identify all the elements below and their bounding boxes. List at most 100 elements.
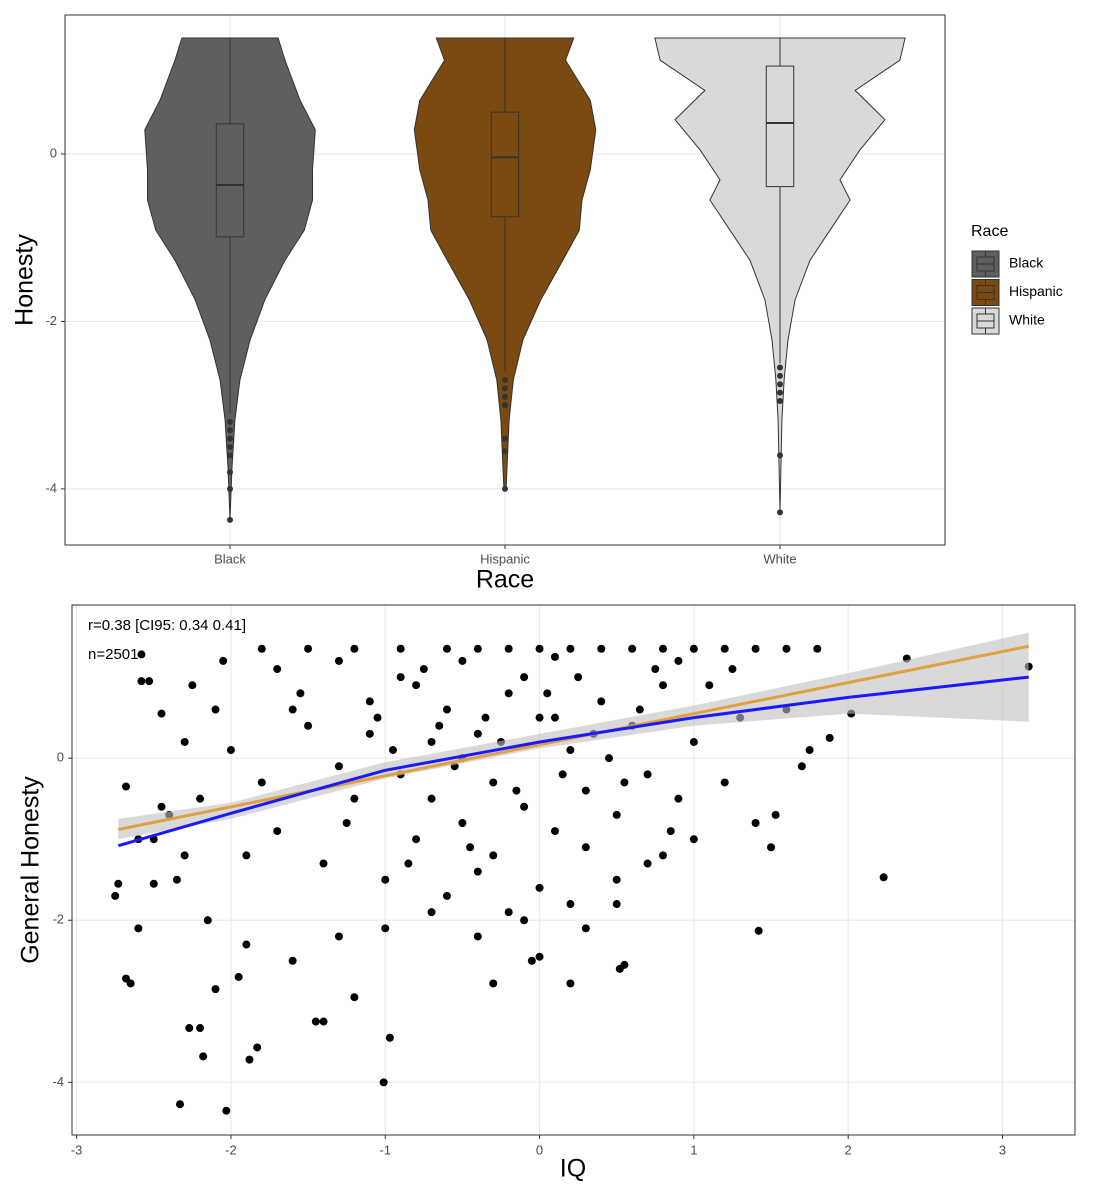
point bbox=[442, 644, 451, 653]
point bbox=[489, 979, 498, 988]
point bbox=[473, 932, 482, 941]
point bbox=[311, 1017, 320, 1026]
point bbox=[473, 729, 482, 738]
outlier bbox=[227, 469, 233, 476]
point bbox=[412, 835, 421, 844]
point bbox=[222, 1106, 231, 1115]
point bbox=[543, 689, 552, 698]
point bbox=[581, 843, 590, 852]
legend-item: White bbox=[971, 307, 1045, 335]
point bbox=[365, 697, 374, 706]
point bbox=[674, 656, 683, 665]
point bbox=[535, 883, 544, 892]
point bbox=[196, 794, 205, 803]
point bbox=[296, 689, 305, 698]
outlier bbox=[777, 397, 783, 404]
point bbox=[122, 974, 131, 983]
point bbox=[628, 644, 637, 653]
point bbox=[145, 677, 154, 686]
point bbox=[643, 770, 652, 779]
point bbox=[520, 916, 529, 925]
point bbox=[381, 924, 390, 933]
point bbox=[566, 746, 575, 755]
outlier bbox=[502, 385, 508, 392]
point bbox=[466, 843, 475, 852]
point bbox=[388, 746, 397, 755]
x-tick-label: -1 bbox=[379, 1142, 391, 1157]
point bbox=[379, 1078, 388, 1087]
point bbox=[188, 681, 197, 690]
legend-title: Race bbox=[971, 223, 1008, 240]
point bbox=[137, 677, 146, 686]
outlier bbox=[502, 377, 508, 384]
point bbox=[574, 673, 583, 682]
point bbox=[273, 827, 282, 836]
outlier bbox=[227, 418, 233, 425]
outlier bbox=[502, 435, 508, 442]
point bbox=[242, 851, 251, 860]
point bbox=[651, 665, 660, 674]
point bbox=[396, 673, 405, 682]
point bbox=[427, 737, 436, 746]
outlier bbox=[777, 372, 783, 379]
point bbox=[720, 778, 729, 787]
outlier bbox=[502, 402, 508, 409]
point bbox=[334, 656, 343, 665]
point bbox=[473, 867, 482, 876]
x-tick-label: -2 bbox=[225, 1142, 237, 1157]
point bbox=[304, 644, 313, 653]
box bbox=[490, 111, 520, 218]
point bbox=[137, 650, 146, 659]
x-tick-label: Hispanic bbox=[480, 551, 530, 566]
point bbox=[797, 762, 806, 771]
point bbox=[771, 810, 780, 819]
point bbox=[728, 665, 737, 674]
box bbox=[765, 65, 795, 188]
outlier bbox=[227, 516, 233, 523]
point bbox=[211, 985, 220, 994]
box bbox=[215, 123, 245, 238]
point bbox=[111, 891, 120, 900]
point bbox=[458, 818, 467, 827]
panel-border bbox=[71, 604, 1076, 1136]
point bbox=[751, 644, 760, 653]
point bbox=[504, 908, 513, 917]
point bbox=[211, 705, 220, 714]
y-tick-label: -2 bbox=[52, 912, 64, 927]
point bbox=[879, 873, 888, 882]
point bbox=[342, 818, 351, 827]
point bbox=[597, 697, 606, 706]
point bbox=[805, 746, 814, 755]
annotation: n=2501 bbox=[88, 646, 138, 663]
x-tick-label: 3 bbox=[999, 1142, 1006, 1157]
point bbox=[245, 1055, 254, 1064]
point bbox=[219, 656, 228, 665]
point bbox=[473, 644, 482, 653]
point bbox=[458, 656, 467, 665]
point bbox=[666, 827, 675, 836]
x-tick-label: White bbox=[763, 551, 796, 566]
point bbox=[350, 794, 359, 803]
legend-label: White bbox=[1009, 312, 1045, 328]
point bbox=[180, 737, 189, 746]
point bbox=[489, 778, 498, 787]
outlier bbox=[777, 364, 783, 371]
point bbox=[689, 644, 698, 653]
point bbox=[226, 746, 235, 755]
point bbox=[122, 782, 131, 791]
point bbox=[334, 932, 343, 941]
panel-border bbox=[64, 14, 946, 546]
point bbox=[350, 644, 359, 653]
point bbox=[304, 721, 313, 730]
point bbox=[419, 665, 428, 674]
point bbox=[689, 835, 698, 844]
point bbox=[620, 778, 629, 787]
point bbox=[365, 729, 374, 738]
point bbox=[813, 644, 822, 653]
y-tick-label: 0 bbox=[57, 750, 64, 765]
point bbox=[635, 705, 644, 714]
point bbox=[535, 952, 544, 961]
outlier bbox=[502, 393, 508, 400]
x-tick-label: 0 bbox=[536, 1142, 543, 1157]
